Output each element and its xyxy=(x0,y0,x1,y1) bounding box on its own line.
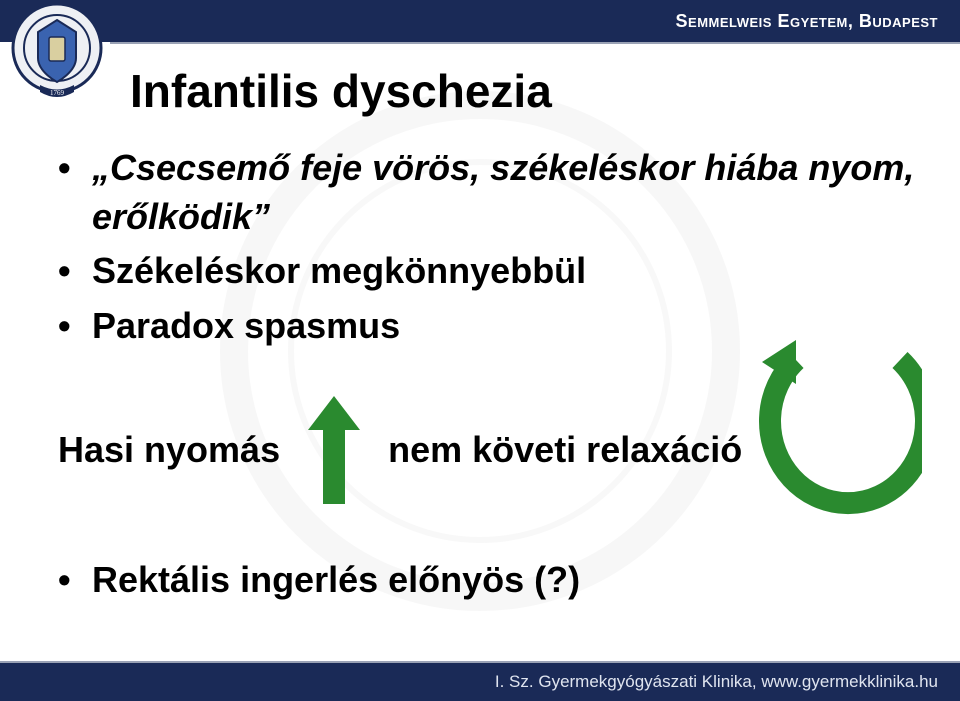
bullet-1-text: „Csecsemő feje vörös, székeléskor hiába … xyxy=(92,147,914,237)
phrase-left: Hasi nyomás xyxy=(58,429,280,471)
slide-title: Infantilis dyschezia xyxy=(130,64,926,118)
slide-content: Infantilis dyschezia „Csecsemő feje vörö… xyxy=(0,48,960,661)
footer-text: I. Sz. Gyermekgyógyászati Klinika, www.g… xyxy=(495,672,938,692)
header-rule xyxy=(110,42,960,44)
bullet-2-text: Székeléskor megkönnyebbül xyxy=(92,250,586,291)
footer-bar: I. Sz. Gyermekgyógyászati Klinika, www.g… xyxy=(0,663,960,701)
curved-arrow-icon xyxy=(752,340,922,530)
header-text: Semmelweis Egyetem, Budapest xyxy=(676,11,938,32)
svg-text:1769: 1769 xyxy=(50,89,65,97)
list-item: Rektális ingerlés előnyös (?) xyxy=(58,556,926,605)
up-arrow-icon xyxy=(317,396,351,504)
bullet-3-text: Paradox spasmus xyxy=(92,305,400,346)
bullet-last-text: Rektális ingerlés előnyös (?) xyxy=(92,559,580,600)
bullet-list: „Csecsemő feje vörös, székeléskor hiába … xyxy=(58,144,926,350)
bullet-list: Rektális ingerlés előnyös (?) xyxy=(58,556,926,605)
list-item: „Csecsemő feje vörös, székeléskor hiába … xyxy=(58,144,926,241)
university-crest-icon: 1769 xyxy=(10,2,104,102)
list-item: Székeléskor megkönnyebbül xyxy=(58,247,926,296)
phrase-right: nem követi relaxáció xyxy=(388,429,742,471)
header-bar: Semmelweis Egyetem, Budapest xyxy=(0,0,960,42)
